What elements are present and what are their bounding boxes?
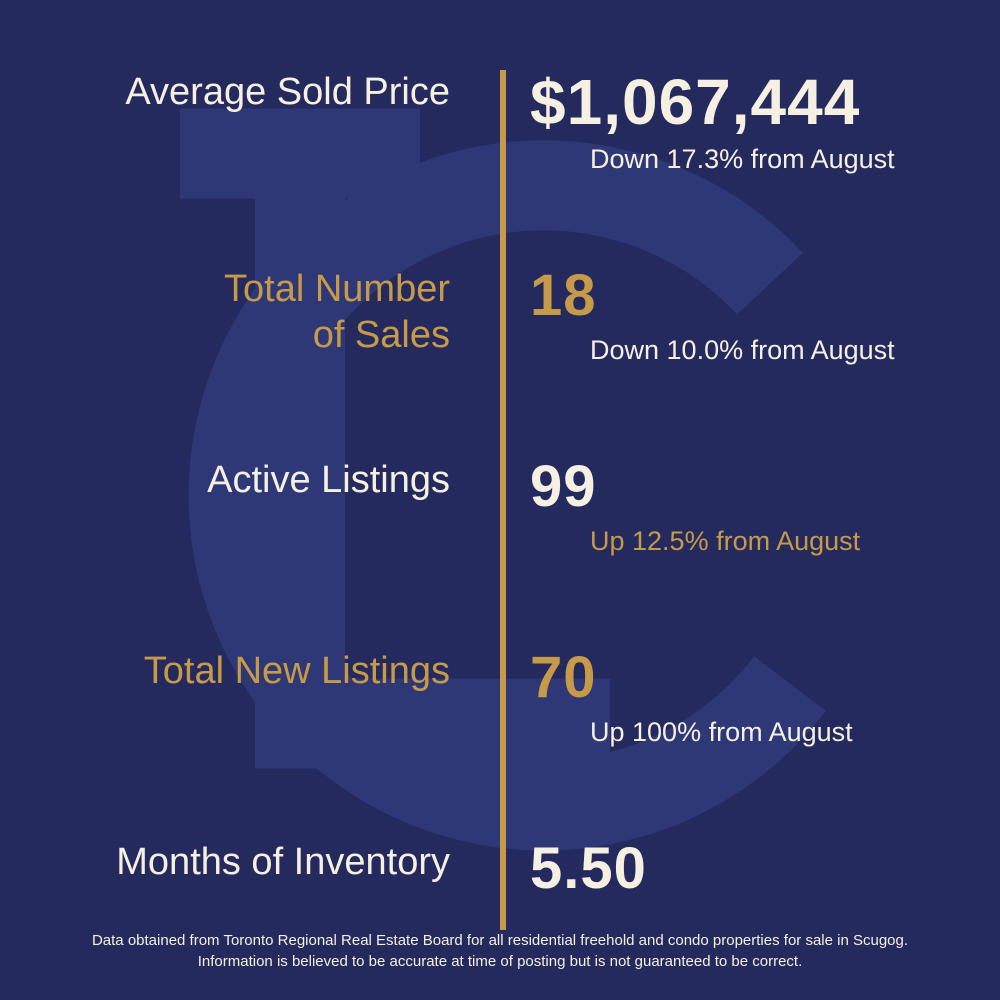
stat-label: Total New Listings bbox=[0, 649, 480, 695]
stats-container: Average Sold Price $1,067,444 Down 17.3%… bbox=[0, 70, 1000, 898]
stat-label: Months of Inventory bbox=[0, 840, 480, 886]
stat-change: Down 10.0% from August bbox=[530, 335, 895, 366]
stat-value: 5.50 bbox=[530, 840, 647, 898]
stat-label: Average Sold Price bbox=[0, 70, 480, 116]
stat-change: Down 17.3% from August bbox=[530, 144, 895, 175]
stat-row: Average Sold Price $1,067,444 Down 17.3%… bbox=[0, 70, 1000, 175]
stat-value: 70 bbox=[530, 649, 853, 707]
stat-row: Active Listings 99 Up 12.5% from August bbox=[0, 458, 1000, 557]
stat-row: Total Number of Sales 18 Down 10.0% from… bbox=[0, 267, 1000, 366]
stat-change: Up 100% from August bbox=[530, 717, 853, 748]
stat-label: Total Number of Sales bbox=[0, 267, 480, 358]
stat-change: Up 12.5% from August bbox=[530, 526, 860, 557]
stat-row: Months of Inventory 5.50 bbox=[0, 840, 1000, 898]
stat-row: Total New Listings 70 Up 100% from Augus… bbox=[0, 649, 1000, 748]
footer-disclaimer: Data obtained from Toronto Regional Real… bbox=[0, 930, 1000, 972]
stat-value: 99 bbox=[530, 458, 860, 516]
stat-label: Active Listings bbox=[0, 458, 480, 504]
stat-value: 18 bbox=[530, 267, 895, 325]
stat-value: $1,067,444 bbox=[530, 70, 895, 134]
